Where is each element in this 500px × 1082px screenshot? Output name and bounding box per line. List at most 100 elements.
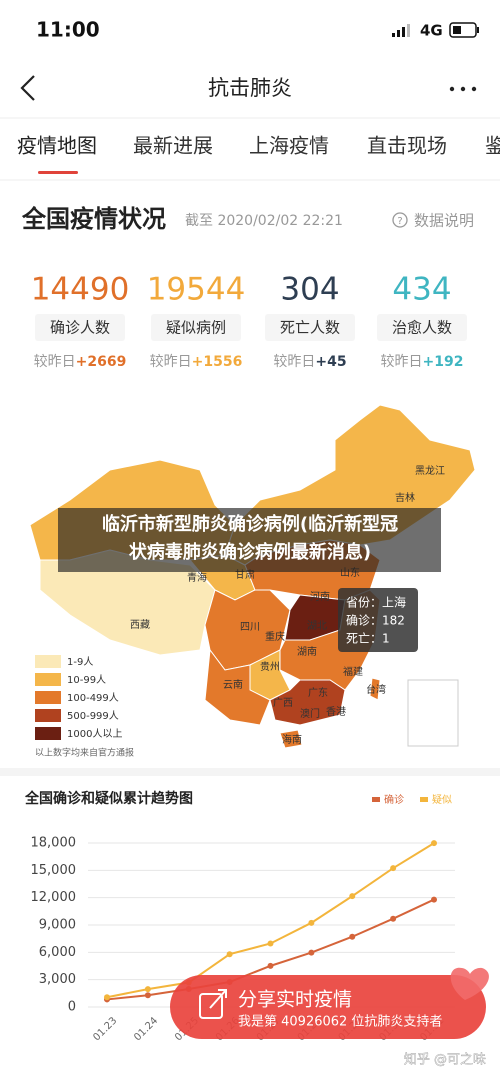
- tooltip-line: 确诊：182: [346, 614, 405, 628]
- tooltip: [338, 588, 418, 652]
- updated: 截至 2020/02/02 22:21: [185, 213, 343, 229]
- province-label: 湖南: [297, 645, 317, 658]
- stat-value: 19544: [147, 272, 246, 308]
- compare-value: +45: [315, 354, 346, 370]
- overlay-caption: 状病毒肺炎确诊病例最新消息): [129, 541, 371, 563]
- legend-swatch: [420, 797, 428, 802]
- stat-label-bg: [377, 314, 467, 341]
- legend-label: 10-99人: [67, 674, 106, 686]
- point: [308, 949, 315, 956]
- nav-title: 抗击肺炎: [208, 76, 292, 100]
- y-tick-label: 12,000: [31, 890, 77, 905]
- battery: [449, 22, 479, 38]
- stat-compare: 较昨日+192: [381, 354, 464, 370]
- compare-value: +2669: [76, 354, 127, 370]
- info[interactable]: 数据说明: [414, 212, 474, 230]
- point: [390, 865, 397, 872]
- province-label: 吉林: [395, 491, 415, 504]
- share-icon: [209, 989, 227, 1009]
- tooltip-line: 死亡：1: [346, 632, 390, 646]
- map-legend: 1-9人 10-99人 100-499人 500-999人 1000人以上: [35, 655, 122, 740]
- stats: 14490确诊人数较昨日+266919544疑似病例较昨日+1556304死亡人…: [31, 272, 467, 370]
- stat-label: 疑似病例: [166, 319, 226, 337]
- legend-swatch: [35, 709, 61, 722]
- compare-label: 较昨日: [34, 354, 76, 370]
- legend-swatch: [372, 797, 380, 802]
- point: [308, 919, 315, 926]
- stat-label-bg: [151, 314, 241, 341]
- province-label: 福建: [343, 665, 363, 678]
- overlay-caption: 临沂市新型肺炎确诊病例(临沂新型冠: [102, 513, 398, 535]
- province-label: 湖北: [307, 620, 327, 632]
- section-title: 全国疫情状况: [21, 205, 166, 233]
- more[interactable]: [449, 86, 477, 92]
- tab[interactable]: 直击现场: [367, 134, 447, 158]
- point: [431, 840, 437, 847]
- share-icon: [199, 993, 223, 1019]
- province-label: 云南: [223, 678, 243, 691]
- legend-label: 疑似: [432, 794, 452, 806]
- legend-swatch: [35, 691, 61, 704]
- watermark: 知乎 @可之味: [404, 1052, 486, 1068]
- stat-value: 304: [280, 272, 339, 308]
- point: [267, 940, 274, 947]
- network: 4G: [420, 22, 443, 40]
- tab[interactable]: 疫情地图: [17, 134, 97, 158]
- share-title: 分享实时疫情: [238, 989, 352, 1011]
- legend-label: 1-9人: [67, 656, 93, 668]
- legend-label: 1000人以上: [67, 728, 122, 740]
- legend-swatch: [35, 655, 61, 668]
- legend-swatch: [35, 727, 61, 740]
- compare-label: 较昨日: [150, 354, 192, 370]
- info-icon[interactable]: [392, 212, 408, 228]
- province-label: 广西: [273, 697, 293, 709]
- divider: [0, 768, 500, 776]
- stat-value: 434: [392, 272, 451, 308]
- map-note: 以上数字均来自官方通报: [35, 747, 134, 759]
- point: [431, 896, 437, 903]
- province-label: 澳门: [300, 707, 320, 720]
- stat-label: 治愈人数: [392, 319, 452, 337]
- province-label: 台湾: [366, 683, 386, 696]
- legend-label: 100-499人: [67, 692, 119, 704]
- x-tick-label: 01.23: [91, 1015, 119, 1043]
- legend-label: 500-999人: [67, 710, 119, 722]
- legend-label: 确诊: [384, 793, 404, 806]
- stat-label: 确诊人数: [50, 319, 110, 337]
- stat-label-bg: [265, 314, 355, 341]
- province-label: 四川: [240, 622, 260, 633]
- tab-indicator: [38, 171, 78, 174]
- tab[interactable]: 鉴: [485, 134, 500, 158]
- province-label: 海南: [282, 733, 302, 746]
- province-label: 贵州: [260, 660, 280, 673]
- tab[interactable]: 最新进展: [133, 134, 213, 158]
- point: [226, 951, 233, 958]
- province-label: 黑龙江: [415, 464, 445, 477]
- stat-compare: 较昨日+1556: [150, 354, 243, 370]
- point: [144, 986, 151, 993]
- chart-title: 全国确诊和疑似累计趋势图: [24, 790, 193, 807]
- province-label: 青海: [187, 571, 207, 584]
- compare-value: +192: [423, 354, 464, 370]
- stat-label: 死亡人数: [280, 319, 340, 337]
- point: [349, 893, 356, 900]
- y-tick-label: 9,000: [39, 918, 76, 933]
- legend-swatch: [35, 673, 61, 686]
- back[interactable]: [20, 75, 35, 101]
- province-label: 河南: [310, 590, 330, 603]
- point: [390, 915, 397, 922]
- point: [267, 962, 274, 969]
- y-tick-label: 15,000: [31, 863, 77, 878]
- share-button[interactable]: [170, 975, 486, 1039]
- y-tick-label: 3,000: [39, 972, 76, 987]
- tab[interactable]: 上海疫情: [249, 134, 329, 158]
- heart: [450, 967, 489, 1000]
- y-tick-label: 0: [68, 1000, 76, 1015]
- compare-value: +1556: [192, 354, 243, 370]
- compare-label: 较昨日: [273, 354, 315, 370]
- info-icon-glyph: ?: [397, 216, 402, 227]
- signal: [392, 24, 410, 37]
